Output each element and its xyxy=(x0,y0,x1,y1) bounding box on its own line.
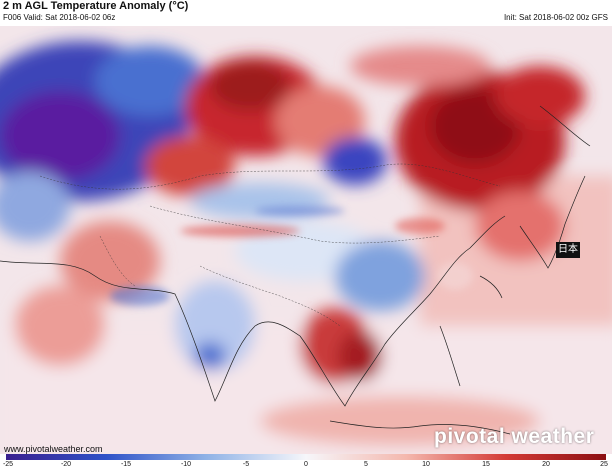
anomaly-field xyxy=(0,41,612,454)
colorbar-tick-label: -15 xyxy=(120,461,132,468)
website-credit: www.pivotalweather.com xyxy=(4,444,103,454)
colorbar-tick-label: -25 xyxy=(2,461,14,468)
colorbar-tick-label: 25 xyxy=(600,461,608,468)
temperature-anomaly-map: 日本 xyxy=(0,26,612,454)
country-borders xyxy=(39,163,501,327)
colorbar-tick-label: -20 xyxy=(60,461,72,468)
colorbar-tick-label: 0 xyxy=(304,461,308,468)
colorbar-tick-label: 10 xyxy=(422,461,430,468)
colorbar-tick-label: 20 xyxy=(542,461,550,468)
colorbar-tick-label: -5 xyxy=(242,461,250,468)
coastlines xyxy=(0,105,591,435)
header: 2 m AGL Temperature Anomaly (°C) F006 Va… xyxy=(0,0,612,26)
valid-time: F006 Valid: Sat 2018-06-02 06z xyxy=(3,13,116,22)
map-title: 2 m AGL Temperature Anomaly (°C) xyxy=(3,0,189,12)
anomaly-detail xyxy=(110,206,473,306)
colorbar-ramp xyxy=(6,454,606,460)
colorbar: -25 -20 -15 -10 -5 0 5 10 15 20 25 xyxy=(0,454,612,472)
brand-watermark: pivotal weather xyxy=(434,425,595,448)
init-time: Init: Sat 2018-06-02 00z GFS xyxy=(503,13,608,22)
japan-label: 日本 xyxy=(556,242,580,258)
colorbar-tick-label: -10 xyxy=(180,461,192,468)
colorbar-tick-label: 15 xyxy=(482,461,490,468)
colorbar-tick-label: 5 xyxy=(364,461,368,468)
